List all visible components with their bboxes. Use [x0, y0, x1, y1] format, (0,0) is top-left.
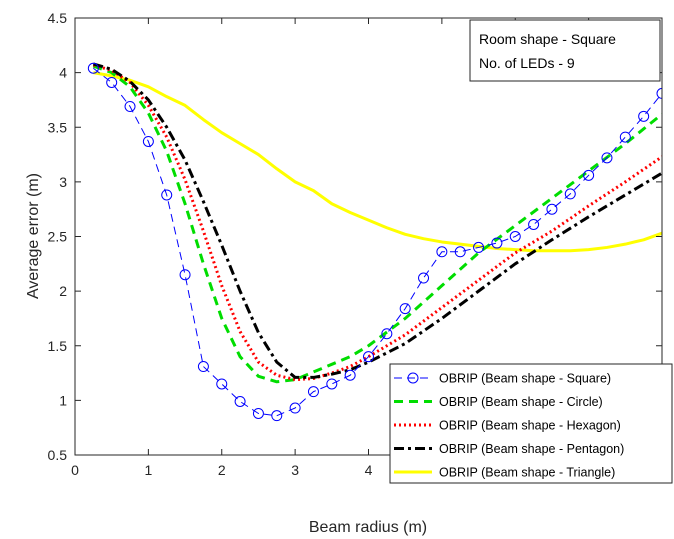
data-point	[418, 272, 430, 284]
data-point	[197, 361, 209, 373]
y-tick-label: 2.5	[48, 229, 68, 245]
data-point	[473, 241, 485, 253]
data-point	[179, 269, 191, 281]
legend-item: OBRIP (Beam shape - Hexagon)	[394, 419, 621, 433]
annotation-line-room-shape: Room shape - Square	[479, 31, 616, 47]
y-tick-label: 1	[59, 392, 67, 408]
data-point	[656, 87, 662, 99]
y-tick-label: 3	[59, 174, 67, 190]
legend-label: OBRIP (Beam shape - Hexagon)	[439, 419, 621, 433]
data-point	[454, 246, 466, 258]
data-point	[161, 189, 173, 201]
y-tick-label: 3.5	[48, 119, 68, 135]
data-point	[124, 100, 136, 112]
data-point	[399, 303, 411, 315]
y-axis-ticks: 0.5 1 1.5 2 2.5 3 3.5 4 4.5	[48, 10, 662, 463]
series-line	[93, 67, 662, 417]
y-tick-label: 0.5	[48, 447, 68, 463]
data-point	[601, 152, 613, 164]
data-point	[106, 76, 118, 88]
annotation-box: Room shape - Square No. of LEDs - 9	[469, 19, 661, 82]
data-point	[271, 410, 283, 422]
data-point	[509, 231, 521, 242]
legend-label: OBRIP (Beam shape - Triangle)	[439, 466, 615, 480]
data-point	[142, 135, 154, 147]
x-tick-label: 1	[144, 462, 152, 478]
series-obrip-beam-shape-hexagon	[92, 63, 662, 382]
y-tick-label: 4.5	[48, 10, 68, 26]
series-obrip-beam-shape-circle	[92, 64, 662, 384]
legend-item: OBRIP (Beam shape - Circle)	[394, 395, 603, 409]
data-point	[583, 169, 595, 181]
data-point	[546, 203, 558, 215]
data-point	[87, 62, 99, 74]
data-point	[564, 188, 576, 200]
series-obrip-beam-shape-pentagon	[92, 62, 662, 379]
data-point	[252, 407, 264, 419]
data-point	[363, 351, 374, 363]
x-tick-label: 0	[71, 462, 79, 478]
data-point	[528, 218, 540, 230]
legend-item: OBRIP (Beam shape - Pentagon)	[394, 442, 624, 456]
data-point	[216, 378, 228, 390]
legend-items: OBRIP (Beam shape - Square) OBRIP (Beam s…	[394, 372, 624, 480]
x-tick-label: 4	[365, 462, 373, 478]
data-point	[491, 237, 503, 249]
y-tick-label: 4	[59, 65, 67, 81]
data-point	[619, 131, 631, 143]
legend-marker	[407, 372, 419, 384]
data-point	[638, 110, 650, 122]
series-line	[93, 71, 662, 253]
legend: OBRIP (Beam shape - Square) OBRIP (Beam s…	[389, 363, 673, 484]
legend-item: OBRIP (Beam shape - Square)	[394, 372, 611, 386]
x-axis-label: Beam radius (m)	[309, 519, 427, 536]
legend-frame	[389, 363, 673, 484]
legend-label: OBRIP (Beam shape - Pentagon)	[439, 442, 624, 456]
legend-label: OBRIP (Beam shape - Circle)	[439, 395, 603, 409]
legend-label: OBRIP (Beam shape - Square)	[439, 372, 611, 386]
series-line	[92, 63, 662, 382]
data-point	[289, 402, 301, 414]
x-tick-label: 3	[291, 462, 299, 478]
data-point	[436, 246, 448, 258]
data-point	[326, 378, 338, 390]
series-line	[92, 62, 662, 379]
data-point	[344, 369, 356, 381]
series-obrip-beam-shape-triangle	[93, 71, 662, 253]
data-point	[381, 328, 393, 340]
series-obrip-beam-shape-square	[87, 62, 662, 422]
y-tick-label: 2	[59, 283, 67, 299]
y-axis-label: Average error (m)	[25, 173, 42, 299]
series-group	[87, 62, 662, 422]
data-point	[234, 395, 246, 407]
annotation-frame	[469, 19, 661, 82]
series-line	[92, 64, 662, 384]
y-tick-label: 1.5	[48, 338, 68, 354]
annotation-line-led-count: No. of LEDs - 9	[479, 55, 575, 71]
data-point	[307, 386, 319, 398]
legend-item: OBRIP (Beam shape - Triangle)	[394, 466, 615, 480]
x-tick-label: 2	[218, 462, 226, 478]
